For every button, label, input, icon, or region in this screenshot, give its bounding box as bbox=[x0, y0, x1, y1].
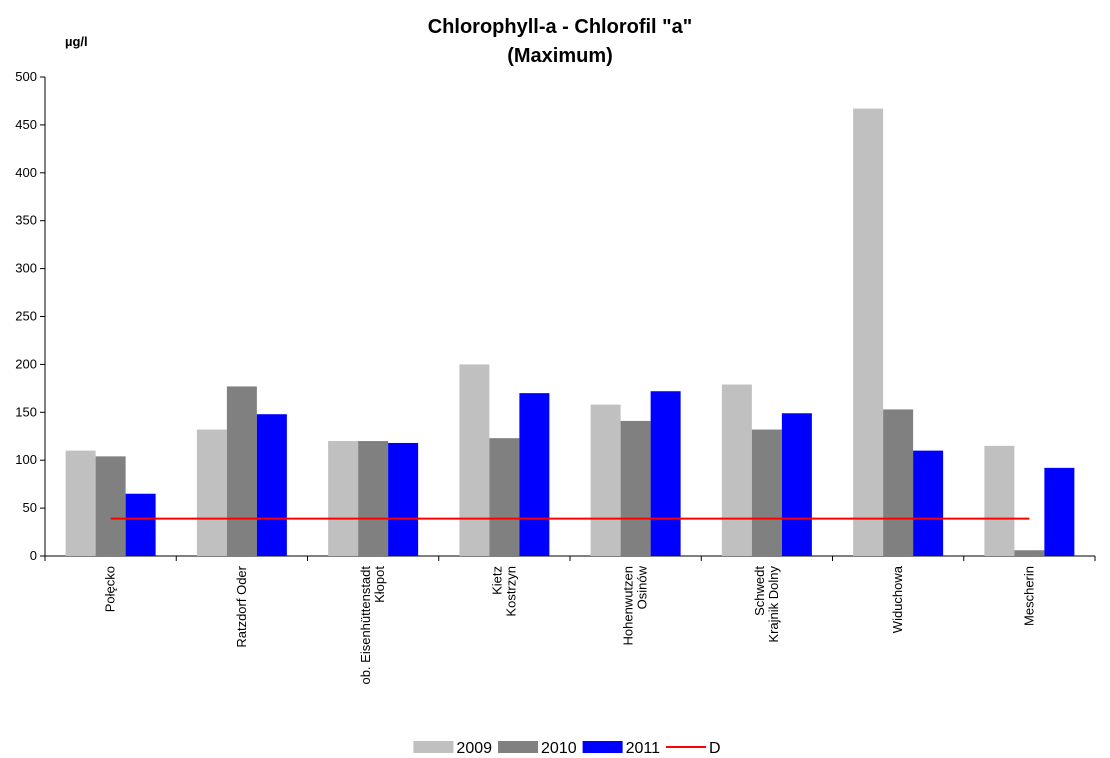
bar bbox=[1014, 550, 1045, 556]
x-tick-label: Połęcko bbox=[103, 566, 118, 612]
y-tick-label: 250 bbox=[15, 309, 37, 324]
y-tick-label: 0 bbox=[30, 548, 37, 563]
y-tick-label: 400 bbox=[15, 165, 37, 180]
bar bbox=[751, 429, 782, 556]
y-tick-label: 350 bbox=[15, 213, 37, 228]
x-tick-label: Widuchowa bbox=[890, 565, 905, 633]
y-tick-label: 200 bbox=[15, 356, 37, 371]
bar bbox=[65, 450, 96, 556]
bar bbox=[883, 409, 914, 556]
x-tick-label: SchwedtKrajnik Dolny bbox=[752, 566, 781, 643]
y-tick-label: 100 bbox=[15, 452, 37, 467]
x-tick-label: KietzKostrzyn bbox=[489, 566, 518, 617]
y-tick-label: 300 bbox=[15, 261, 37, 276]
bar bbox=[853, 108, 884, 556]
y-tick-label: 150 bbox=[15, 404, 37, 419]
bar bbox=[328, 441, 359, 556]
bar bbox=[519, 393, 550, 556]
x-tick-label: HohenwutzenOsinów bbox=[621, 565, 650, 645]
bar bbox=[590, 404, 621, 556]
bar bbox=[358, 441, 389, 556]
bar bbox=[256, 414, 287, 556]
bar bbox=[984, 445, 1015, 556]
legend-swatch bbox=[413, 741, 454, 753]
x-tick-label: Mescherin bbox=[1021, 566, 1036, 626]
chart-subtitle: (Maximum) bbox=[507, 45, 613, 67]
legend-swatch bbox=[582, 741, 623, 753]
bar bbox=[459, 364, 490, 556]
bar bbox=[388, 442, 419, 556]
bar bbox=[226, 386, 257, 556]
bar bbox=[1044, 467, 1075, 556]
bar bbox=[489, 438, 520, 556]
bar bbox=[913, 450, 944, 556]
x-tick-label: ob. EisenhüttenstadtKłopot bbox=[358, 566, 387, 685]
bar bbox=[125, 493, 156, 556]
bar bbox=[95, 456, 126, 556]
y-tick-label: 500 bbox=[15, 69, 37, 84]
legend-label: D bbox=[709, 740, 721, 757]
legend-label: 2011 bbox=[626, 740, 661, 757]
chart-title: Chlorophyll-a - Chlorofil "a" bbox=[428, 16, 693, 38]
bar bbox=[650, 391, 681, 556]
bar bbox=[721, 384, 752, 556]
legend-label: 2009 bbox=[456, 740, 492, 757]
legend: 2009 2010 2011 D bbox=[413, 740, 721, 757]
y-tick-label: 50 bbox=[23, 500, 37, 515]
bar bbox=[620, 420, 651, 556]
y-axis-label: µg/l bbox=[65, 34, 88, 49]
bar bbox=[196, 429, 227, 556]
legend-swatch bbox=[498, 741, 539, 753]
bar bbox=[781, 413, 812, 556]
y-tick-label: 450 bbox=[15, 117, 37, 132]
x-tick-label: Ratzdorf Oder bbox=[234, 565, 249, 647]
legend-label: 2010 bbox=[541, 740, 577, 757]
